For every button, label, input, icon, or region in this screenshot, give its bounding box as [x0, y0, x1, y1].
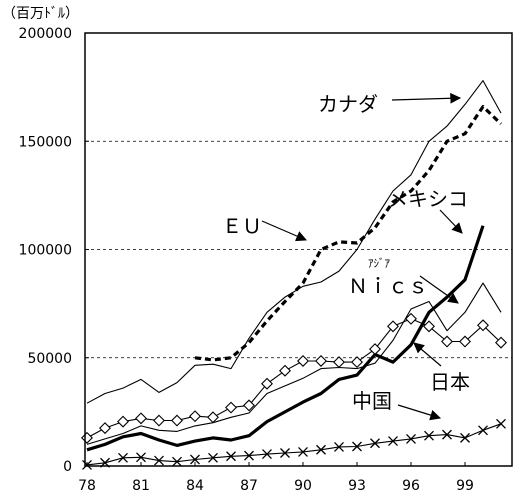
point-4-7 [207, 411, 219, 424]
point-5-11 [280, 448, 290, 458]
label-japan: 日本 [430, 370, 470, 394]
point-4-19 [423, 320, 435, 333]
x-tick-labels: 78 81 84 87 90 93 96 99 [78, 462, 474, 494]
arrow-china [397, 404, 442, 421]
y-tick-0: 0 [63, 459, 72, 475]
point-4-8 [225, 401, 237, 414]
point-5-12 [298, 446, 308, 457]
point-4-18 [405, 312, 417, 325]
point-4-9 [243, 399, 255, 412]
point-5-3 [136, 452, 146, 463]
y-tick-2: 100000 [19, 243, 72, 259]
arrow-mexico [439, 209, 463, 234]
grid-lines [85, 140, 512, 359]
y-tick-1: 50000 [27, 351, 72, 367]
label-canada: カナダ [318, 92, 378, 116]
series-line-1 [194, 105, 503, 362]
point-5-19 [424, 430, 434, 441]
point-4-21 [459, 335, 471, 348]
point-4-5 [171, 414, 183, 427]
point-5-15 [352, 441, 362, 452]
y-tick-4: 200000 [19, 26, 72, 42]
series-line-5 [86, 423, 502, 466]
y-unit-label: （百万ﾄﾞﾙ） [2, 6, 79, 22]
label-nics: Ｎｉｃｓ [348, 274, 428, 298]
x-tick-0: 78 [78, 478, 96, 494]
point-5-10 [262, 449, 272, 460]
point-5-23 [496, 418, 506, 429]
x-tick-6: 96 [402, 478, 420, 494]
label-eu: ＥＵ [222, 214, 262, 238]
y-tick-labels: 0 50000 100000 150000 200000 [19, 26, 89, 475]
y-tick-3: 150000 [19, 134, 72, 150]
point-5-14 [334, 441, 344, 452]
point-5-18 [406, 433, 416, 444]
point-4-13 [315, 355, 327, 367]
arrow-nics [419, 275, 459, 304]
annotation-arrows [261, 92, 463, 421]
point-4-2 [117, 415, 129, 428]
point-4-22 [477, 319, 489, 332]
label-mexico: メキシコ [388, 187, 468, 211]
point-5-7 [208, 452, 218, 463]
point-4-4 [153, 414, 165, 427]
arrow-canada [391, 92, 462, 104]
arrow-japan [413, 342, 442, 367]
arrow-eu [261, 220, 307, 242]
x-tick-3: 87 [240, 478, 258, 494]
point-4-0 [81, 431, 93, 444]
series-line-0 [86, 80, 502, 404]
series-line-2 [86, 225, 485, 452]
point-5-6 [190, 454, 200, 465]
point-5-13 [316, 444, 326, 455]
point-4-1 [99, 422, 111, 435]
point-4-14 [333, 356, 345, 369]
point-4-10 [261, 377, 273, 390]
point-5-8 [226, 451, 236, 462]
x-tick-4: 90 [294, 478, 312, 494]
x-tick-5: 93 [348, 478, 366, 494]
point-4-12 [297, 355, 309, 367]
x-tick-1: 81 [132, 478, 150, 494]
x-tick-2: 84 [186, 478, 204, 494]
point-4-17 [387, 320, 399, 333]
point-5-9 [244, 450, 254, 461]
label-china: 中国 [352, 389, 392, 413]
point-4-20 [441, 335, 453, 348]
point-5-4 [154, 455, 164, 466]
point-5-5 [172, 456, 182, 467]
x-tick-7: 99 [456, 478, 474, 494]
point-4-16 [369, 343, 381, 356]
series-group [81, 80, 507, 470]
label-nics-top: ｱｼﾞｱ [368, 257, 390, 270]
point-5-2 [118, 452, 128, 463]
point-5-17 [388, 436, 398, 447]
point-5-22 [478, 425, 488, 436]
point-4-15 [351, 356, 363, 369]
point-5-16 [370, 438, 380, 449]
series-line-3 [86, 282, 502, 445]
point-4-6 [189, 410, 201, 423]
point-5-20 [442, 429, 452, 440]
point-4-3 [135, 412, 147, 425]
point-5-21 [460, 432, 470, 443]
point-4-23 [495, 336, 507, 349]
point-4-11 [279, 364, 291, 377]
